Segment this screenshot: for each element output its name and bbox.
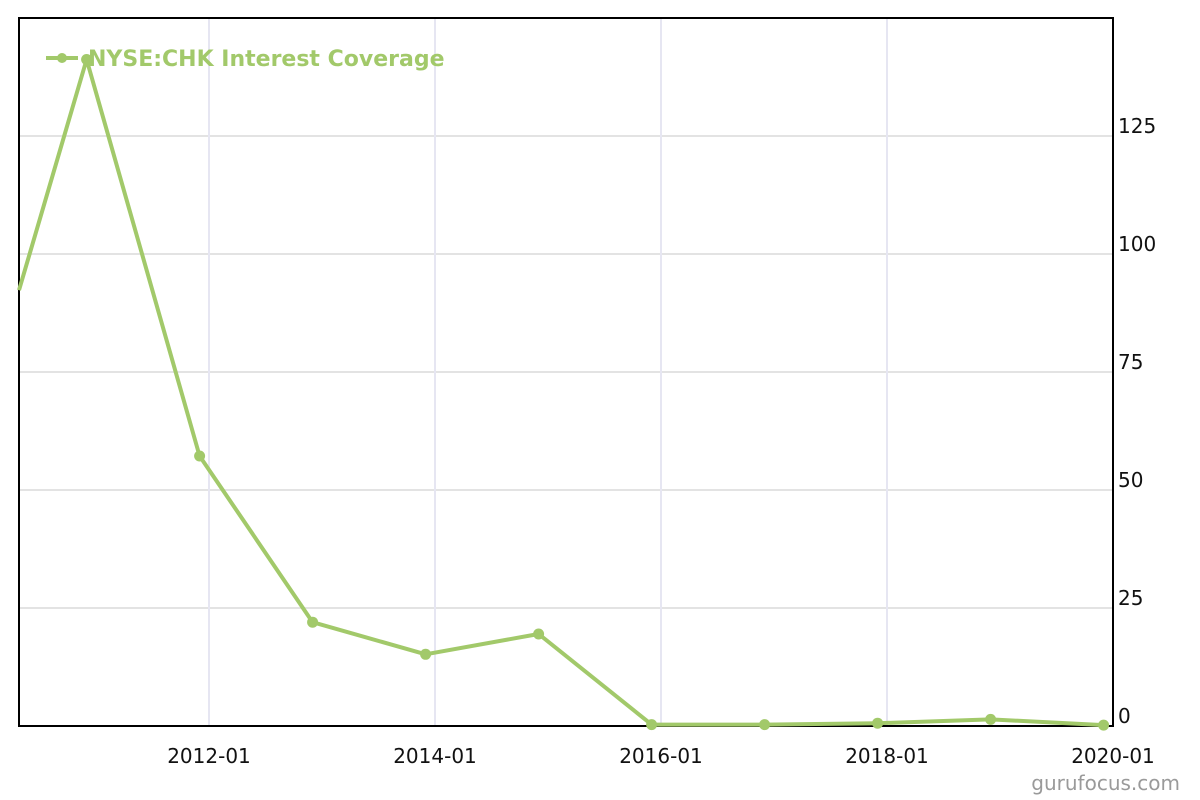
data-point[interactable] <box>307 616 319 628</box>
x-axis-labels: 2012-01 2014-01 2016-01 2018-01 2020-01 <box>167 744 1155 768</box>
data-point[interactable] <box>759 719 771 731</box>
y-tick-label: 125 <box>1118 114 1156 138</box>
y-tick-label: 100 <box>1118 232 1156 256</box>
y-tick-label: 25 <box>1118 586 1143 610</box>
x-tick-label: 2020-01 <box>1071 744 1155 768</box>
legend-marker-icon <box>57 53 67 63</box>
plot-area-border <box>18 17 1114 727</box>
y-tick-label: 0 <box>1118 704 1131 728</box>
x-tick-label: 2014-01 <box>393 744 477 768</box>
legend[interactable]: NYSE:CHK Interest Coverage <box>46 47 445 72</box>
data-point[interactable] <box>420 648 432 660</box>
series-group <box>17 54 1110 731</box>
data-point[interactable] <box>646 719 658 731</box>
watermark: gurufocus.com <box>1031 771 1180 795</box>
data-point[interactable] <box>985 713 997 725</box>
grid-lines <box>19 18 1115 726</box>
x-tick-label: 2018-01 <box>845 744 929 768</box>
x-tick-label: 2016-01 <box>619 744 703 768</box>
data-point[interactable] <box>1098 719 1110 731</box>
data-point[interactable] <box>81 54 93 65</box>
data-point[interactable] <box>872 717 884 729</box>
data-point[interactable] <box>194 450 206 462</box>
data-point[interactable] <box>533 628 545 640</box>
y-tick-label: 50 <box>1118 468 1143 492</box>
series-line <box>17 57 1104 728</box>
x-tick-label: 2012-01 <box>167 744 251 768</box>
legend-label: NYSE:CHK Interest Coverage <box>88 47 445 72</box>
y-tick-label: 75 <box>1118 350 1143 374</box>
y-axis-labels: 0 25 50 75 100 125 <box>1118 114 1156 728</box>
